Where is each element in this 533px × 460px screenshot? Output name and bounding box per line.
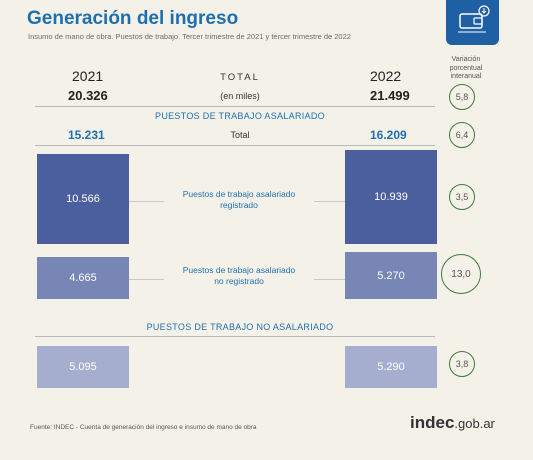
divider [35,336,435,337]
registrado-label-line2: registrado [220,200,258,210]
no-asalariado-variation-badge: 3,8 [449,351,475,377]
divider [35,106,435,107]
asalariado-section-label: PUESTOS DE TRABAJO ASALARIADO [155,111,325,121]
no-registrado-variation-badge: 13,0 [441,254,481,294]
unit-label: (en miles) [220,91,260,101]
no-registrado-label: Puestos de trabajo asalariado no registr… [164,265,314,287]
no-asalariado-2021-box: 5.095 [37,346,129,388]
registrado-variation-badge: 3,5 [449,184,475,210]
brand-suffix: .gob.ar [454,416,495,431]
no-asalariado-section-label: PUESTOS DE TRABAJO NO ASALARIADO [146,322,334,332]
total-variation-badge: 5,8 [449,84,475,110]
no-registrado-label-line2: no registrado [214,276,264,286]
brand-main: indec [410,413,455,432]
total-label: TOTAL [220,72,260,83]
no-registrado-2022-box: 5.270 [345,252,437,299]
no-registrado-label-line1: Puestos de trabajo asalariado [182,265,296,275]
year-2021: 2021 [72,68,104,84]
source-note: Fuente: INDEC - Cuenta de generación del… [30,424,257,431]
registrado-2021-box: 10.566 [37,154,129,244]
asalariado-total-label: Total [230,130,250,140]
guide-line [129,279,164,280]
brand-logo: indec.gob.ar [410,413,495,433]
asalariado-total-2022: 16.209 [370,128,407,142]
total-2022-value: 21.499 [370,88,410,103]
page-title: Generación del ingreso [27,8,239,29]
year-2022: 2022 [370,68,402,84]
no-asalariado-2022-box: 5.290 [345,346,437,388]
registrado-label: Puestos de trabajo asalariado registrado [164,189,314,211]
asalariado-total-variation-badge: 6,4 [449,122,475,148]
divider [35,145,435,146]
registrado-2022-box: 10.939 [345,150,437,244]
no-registrado-2021-box: 4.665 [37,257,129,299]
page-subtitle: Insumo de mano de obra. Puestos de traba… [28,32,351,41]
variation-header: Variación porcentual interanual [449,56,483,80]
guide-line [129,201,164,202]
asalariado-total-2021: 15.231 [68,128,105,142]
wallet-icon [446,0,499,45]
guide-line [314,201,345,202]
guide-line [314,279,345,280]
registrado-label-line1: Puestos de trabajo asalariado [182,189,296,199]
total-2021-value: 20.326 [68,88,108,103]
